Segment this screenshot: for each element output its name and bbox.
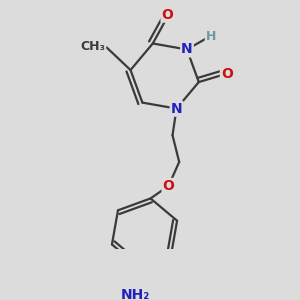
Text: N: N — [181, 43, 193, 56]
Text: NH₂: NH₂ — [121, 288, 151, 300]
Text: H: H — [206, 30, 216, 43]
Text: CH₃: CH₃ — [80, 40, 105, 52]
Text: O: O — [221, 67, 233, 81]
Text: O: O — [161, 8, 173, 22]
Text: O: O — [163, 179, 175, 193]
Text: N: N — [171, 102, 182, 116]
